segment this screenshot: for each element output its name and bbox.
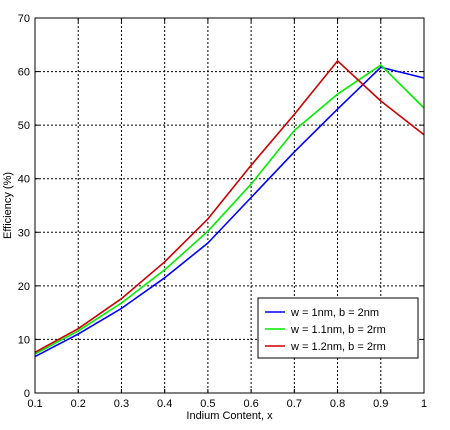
x-tick-label: 0.4 [157,398,172,410]
series-line-3 [34,60,425,354]
y-tick-label: 50 [18,120,30,132]
x-tick-label: 0.7 [287,398,302,410]
y-tick-label: 60 [18,67,30,79]
x-tick-label: 0.3 [114,398,129,410]
y-tick-label: 40 [18,174,30,186]
y-tick-label: 70 [18,13,30,25]
x-tick-label: 0.5 [200,398,215,410]
y-tick-label: 0 [24,388,30,400]
x-tick-label: 0.8 [330,398,345,410]
legend-label-3: w = 1.2nm, b = 2rm [290,341,386,353]
legend-box [257,297,419,359]
legend: w = 1nm, b = 2nm w = 1.1nm, b = 2rm w = 1.… [257,297,419,359]
x-axis-title: Indium Content, x [186,410,273,422]
legend-label-1: w = 1nm, b = 2nm [290,307,379,319]
x-tick-label: 0.9 [373,398,388,410]
y-axis-title: Efficiency (%) [2,172,14,239]
y-tick-label: 10 [18,334,30,346]
legend-label-2: w = 1.1nm, b = 2rm [290,324,386,336]
x-tick-label: 0.2 [71,398,86,410]
series-lines [34,60,425,358]
series-line-2 [34,64,425,355]
y-tick-label: 30 [18,227,30,239]
axis-ticks: 0.1 0.2 0.3 0.4 0.5 0.6 0.7 0.8 0.9 1010203040506… [18,13,427,410]
series-line-1 [34,66,425,358]
x-tick-label: 0.1 [27,398,42,410]
x-tick-label: 1 [421,398,427,410]
plot-frame [34,17,425,394]
y-tick-label: 20 [18,281,30,293]
x-tick-label: 0.6 [243,398,258,410]
